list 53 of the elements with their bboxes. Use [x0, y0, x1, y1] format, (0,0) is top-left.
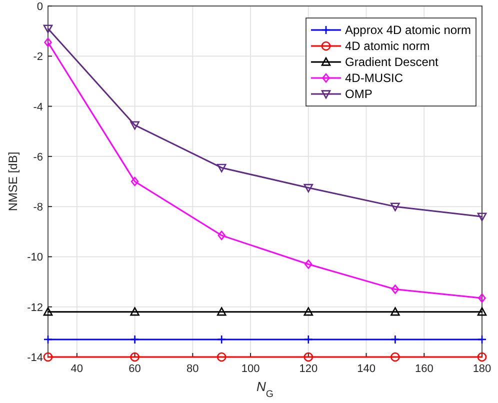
- point: [390, 307, 400, 316]
- legend-label: Gradient Descent: [345, 55, 440, 69]
- point: [216, 352, 226, 362]
- point: [216, 307, 226, 316]
- point: [477, 334, 487, 344]
- y-tick-label: -8: [33, 202, 43, 214]
- point: [130, 121, 140, 130]
- point: [216, 164, 226, 172]
- point: [43, 307, 53, 316]
- point: [304, 260, 312, 269]
- x-tick-label: 140: [357, 363, 376, 375]
- point: [477, 307, 487, 316]
- legend-label: OMP: [345, 87, 372, 101]
- legend-label: 4D atomic norm: [345, 39, 430, 53]
- point: [216, 334, 226, 344]
- y-tick-label: 0: [36, 1, 43, 13]
- point: [304, 334, 314, 344]
- point: [130, 176, 139, 186]
- y-tick-label: -14: [27, 352, 43, 364]
- y-tick-label: -4: [33, 101, 43, 114]
- legend-label: Approx 4D atomic norm: [345, 23, 472, 37]
- x-axis-title: N$_{G}$: [256, 379, 274, 400]
- point: [391, 284, 400, 294]
- point: [130, 334, 140, 344]
- point: [43, 352, 53, 362]
- x-tick-label: 120: [299, 363, 318, 375]
- point: [43, 334, 53, 344]
- point: [390, 352, 400, 362]
- point: [130, 352, 140, 362]
- point: [304, 352, 314, 362]
- point: [218, 230, 226, 240]
- point: [390, 334, 400, 344]
- x-tick-label: 60: [128, 363, 141, 375]
- point: [43, 24, 53, 34]
- x-tick-label: 160: [414, 363, 434, 375]
- point: [304, 184, 314, 192]
- y-tick-label: -2: [33, 51, 43, 64]
- point: [390, 202, 400, 212]
- y-tick-label: -6: [33, 151, 43, 164]
- y-tick-label: -10: [27, 252, 43, 264]
- point: [477, 212, 487, 222]
- point: [44, 38, 52, 48]
- legend-label: 4D-MUSIC: [345, 71, 404, 85]
- y-tick-label: -12: [27, 302, 43, 314]
- point: [478, 293, 486, 303]
- point: [477, 352, 487, 362]
- x-tick-label: 100: [241, 363, 260, 375]
- point: [304, 307, 314, 316]
- y-axis-title: NMSE [dB]: [6, 152, 20, 212]
- x-tick-label: 180: [472, 363, 492, 375]
- x-tick-label: 40: [70, 363, 84, 375]
- x-tick-label: 80: [186, 363, 199, 375]
- point: [130, 307, 140, 316]
